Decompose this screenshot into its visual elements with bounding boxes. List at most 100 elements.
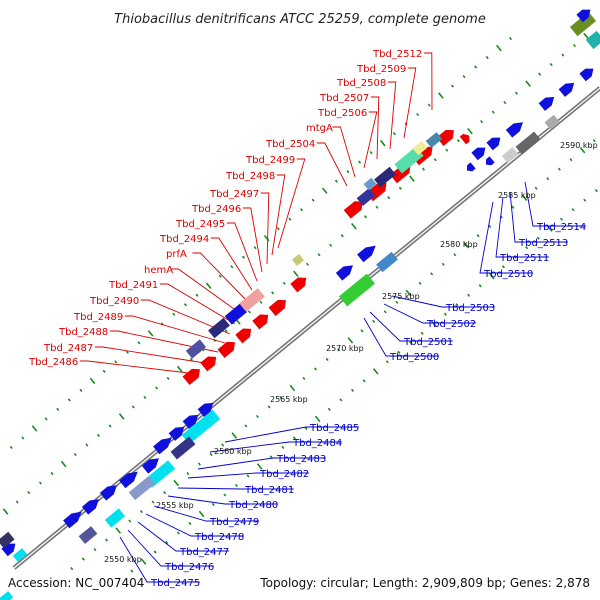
tick-mark (491, 110, 495, 114)
reverse-gene-grey (544, 114, 560, 130)
reverse-gene-label: Tbd_2485 (309, 423, 359, 434)
tick-mark (351, 388, 355, 392)
forward-gene-blue (425, 132, 443, 148)
tick-mark (546, 177, 550, 181)
reverse-leader-line (177, 487, 294, 490)
tick-mark (21, 436, 25, 440)
tick-mark (375, 205, 379, 209)
tick-mark (151, 500, 155, 504)
reverse-gene-label: Tbd_2510 (483, 269, 533, 280)
tick-mark (379, 139, 386, 147)
tick-mark (467, 127, 473, 135)
tick-mark (372, 368, 379, 375)
reverse-leader-line (369, 311, 453, 342)
tick-mark (173, 479, 180, 487)
tick-mark (572, 43, 576, 48)
tick-mark (569, 158, 573, 162)
tick-mark (480, 120, 484, 124)
forward-gene-navy (356, 188, 376, 206)
tick-mark (247, 310, 251, 314)
tick-mark (514, 91, 518, 95)
tick-mark (488, 273, 495, 280)
tick-mark (114, 360, 118, 364)
tick-mark (416, 112, 420, 117)
reverse-gene-grey (128, 475, 156, 501)
reverse-gene-label: Tbd_2480 (228, 500, 278, 511)
tick-mark (293, 270, 299, 278)
tick-mark (536, 236, 540, 240)
forward-leader-line (210, 237, 253, 291)
tick-mark (197, 462, 201, 466)
tick-mark (70, 567, 74, 571)
reverse-gene-label: Tbd_2514 (536, 222, 586, 233)
tick-mark (73, 452, 77, 457)
tick-mark (547, 225, 553, 232)
tick-mark (143, 395, 147, 400)
tick-mark (511, 205, 515, 209)
tick-mark (130, 569, 134, 573)
tick-mark (67, 398, 71, 402)
reverse-gene-small (466, 162, 476, 172)
tick-mark (105, 538, 109, 542)
tick-mark (420, 331, 424, 335)
reverse-gene-green (338, 273, 376, 307)
tick-mark (44, 417, 48, 421)
tick-mark (118, 413, 125, 420)
tick-mark (561, 53, 565, 57)
tick-mark (455, 303, 459, 307)
tick-mark (360, 329, 364, 333)
tick-mark (172, 312, 176, 316)
reverse-gene-navy (78, 526, 98, 544)
forward-leader-line (79, 360, 198, 375)
kbp-label: 2575 kbp (382, 292, 420, 301)
tick-mark (304, 426, 308, 430)
forward-leader-line (316, 142, 348, 187)
forward-leader-line (109, 330, 219, 353)
reverse-gene-cyan (181, 409, 221, 445)
gene-labels: Tbd_2486 Tbd_2487 Tbd_2488 Tbd_2489 Tbd_2490… (28, 49, 586, 589)
reverse-leader-line (187, 472, 309, 479)
forward-gene (290, 277, 307, 293)
tick-mark (246, 474, 250, 478)
tick-mark (392, 132, 396, 136)
tick-mark (81, 557, 85, 561)
reverse-leader-line (145, 513, 244, 537)
reverse-gene (119, 471, 138, 489)
reverse-leader-line (363, 317, 439, 357)
tick-mark (501, 265, 505, 269)
tick-mark (314, 367, 318, 371)
tick-mark (15, 500, 19, 504)
reverse-gene-label: Tbd_2500 (389, 352, 439, 363)
map-title: Thiobacillus denitrificans ATCC 25259, c… (114, 12, 486, 27)
forward-gene-label: hemA (144, 265, 173, 276)
tick-mark (525, 80, 531, 87)
tick-mark (422, 167, 426, 171)
tick-mark (594, 189, 598, 193)
tick-mark (351, 223, 357, 230)
accession-text: Accession: NC_007404 (8, 576, 144, 590)
tick-mark (102, 369, 106, 373)
tick-mark (409, 175, 415, 182)
tick-mark (198, 510, 205, 518)
forward-gene-label: Tbd_2491 (108, 280, 158, 291)
forward-leader-line (363, 111, 378, 169)
reverse-gene (471, 147, 486, 161)
tick-mark (430, 272, 434, 276)
reverse-gene (538, 96, 555, 111)
reverse-gene-grey (515, 131, 541, 155)
tick-mark (186, 471, 190, 476)
tick-mark (314, 415, 321, 423)
kbp-label: 2585 kbp (498, 191, 536, 200)
reverse-gene-small (485, 156, 495, 166)
tick-mark (409, 341, 413, 345)
tick-mark (443, 312, 447, 316)
reverse-gene-label: Tbd_2501 (403, 337, 453, 348)
reverse-gene-label: Tbd_2513 (518, 238, 568, 249)
forward-leader-line (159, 283, 236, 325)
tick-mark (89, 377, 96, 385)
reverse-gene (63, 511, 82, 529)
forward-gene (268, 299, 286, 316)
kbp-label: 2590 kbp (560, 141, 598, 150)
kbp-label: 2560 kbp (214, 447, 252, 456)
reverse-gene-label: Tbd_2484 (292, 438, 342, 449)
